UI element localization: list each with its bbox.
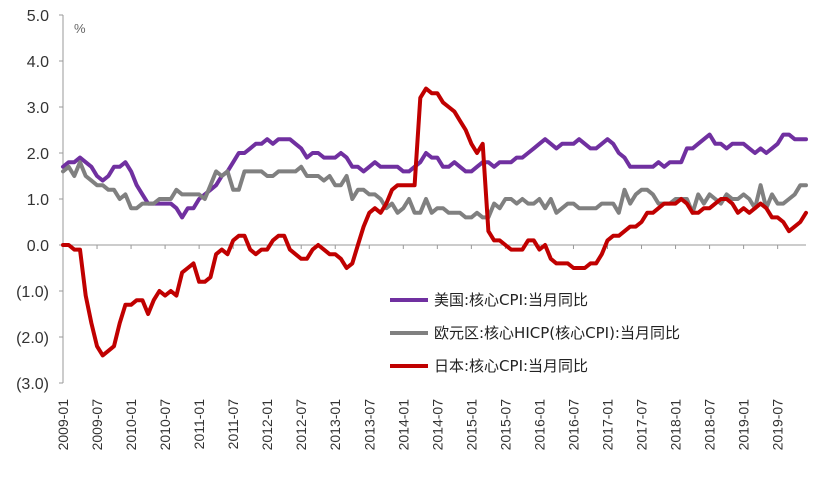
series-lines [61, 86, 808, 358]
x-tick-label: 2016-01 [531, 399, 547, 451]
x-tick-label: 2014-01 [395, 399, 411, 451]
x-tick-label: 2016-07 [565, 399, 581, 451]
legend-label: 美国:核心CPI:当月同比 [434, 291, 588, 309]
x-axis-ticks: 2009-01 2009-07 2010-01 2010-07 2011-01 2011-… [55, 245, 786, 450]
x-tick-label: 2009-07 [89, 399, 105, 451]
y-tick-label: 3.0 [27, 100, 49, 117]
legend-label: 日本:核心CPI:当月同比 [434, 357, 588, 375]
series-line-2 [61, 86, 808, 358]
x-tick-label: 2009-01 [55, 399, 71, 451]
x-tick-label: 2010-07 [157, 399, 173, 451]
x-tick-label: 2011-01 [191, 399, 207, 450]
x-tick-label: 2015-01 [463, 399, 479, 451]
y-tick-label: 1.0 [27, 192, 49, 209]
y-tick-label: (1.0) [16, 284, 49, 301]
x-tick-label: 2017-01 [599, 399, 615, 451]
y-tick-label: (2.0) [16, 330, 49, 347]
x-tick-label: 2012-07 [293, 399, 309, 451]
unit-label: % [74, 21, 86, 36]
y-axis-ticks: 5.0 4.0 3.0 2.0 1.0 0.0 (1.0) (2.0) (3.0) [16, 8, 63, 393]
x-tick-label: 2017-07 [634, 399, 650, 451]
x-tick-label: 2019-07 [770, 399, 786, 451]
x-tick-label: 2013-01 [327, 399, 343, 451]
x-tick-label: 2014-07 [429, 399, 445, 451]
y-tick-label: 5.0 [27, 8, 49, 25]
y-tick-label: 0.0 [27, 238, 49, 255]
x-tick-label: 2015-07 [497, 399, 513, 451]
x-tick-label: 2010-01 [123, 399, 139, 451]
x-tick-label: 2018-01 [668, 399, 684, 451]
x-tick-label: 2013-07 [361, 399, 377, 451]
y-tick-label: (3.0) [16, 376, 49, 393]
x-tick-label: 2012-01 [259, 399, 275, 451]
x-tick-label: 2018-07 [702, 399, 718, 451]
y-tick-label: 2.0 [27, 146, 49, 163]
legend: 美国:核心CPI:当月同比欧元区:核心HICP(核心CPI):当月同比日本:核心… [390, 291, 680, 375]
legend-label: 欧元区:核心HICP(核心CPI):当月同比 [434, 324, 680, 342]
y-tick-label: 4.0 [27, 54, 49, 71]
x-tick-label: 2019-01 [736, 399, 752, 451]
x-tick-label: 2011-07 [225, 399, 241, 450]
series-line-0 [61, 132, 808, 220]
